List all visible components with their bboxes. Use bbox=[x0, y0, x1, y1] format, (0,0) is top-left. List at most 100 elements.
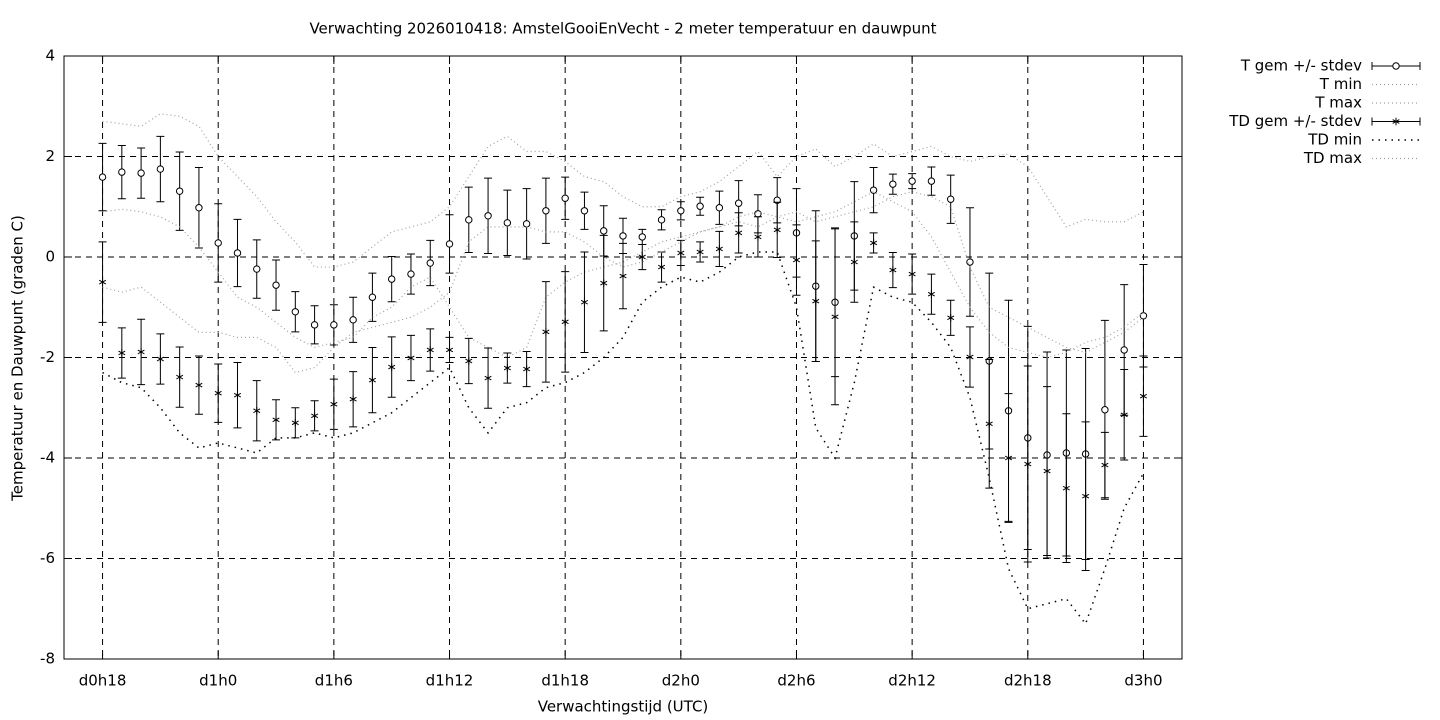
point bbox=[908, 270, 916, 278]
series-line bbox=[102, 191, 1144, 359]
plot-frame bbox=[63, 55, 1183, 660]
point bbox=[349, 395, 357, 404]
legend-label: TD min bbox=[1307, 131, 1362, 149]
point bbox=[175, 187, 184, 195]
point bbox=[311, 411, 319, 420]
point bbox=[754, 210, 762, 218]
point bbox=[1004, 454, 1013, 462]
point bbox=[696, 202, 704, 210]
point bbox=[1139, 312, 1148, 320]
legend-label: T gem +/- stdev bbox=[1240, 57, 1362, 75]
series-line bbox=[102, 190, 1144, 374]
y-tick-label: -4 bbox=[40, 449, 55, 467]
point bbox=[638, 233, 646, 241]
chart-title: Verwachting 2026010418: AmstelGooiEnVech… bbox=[309, 20, 936, 38]
point bbox=[349, 316, 357, 324]
point bbox=[195, 204, 203, 212]
point bbox=[272, 416, 280, 424]
point bbox=[214, 239, 222, 247]
point bbox=[98, 278, 107, 286]
point bbox=[1139, 392, 1147, 400]
x-tick-label: d2h12 bbox=[888, 672, 936, 690]
point bbox=[522, 220, 531, 228]
point bbox=[927, 177, 936, 185]
legend-label: T max bbox=[1314, 94, 1362, 112]
point bbox=[118, 168, 126, 176]
point bbox=[1082, 492, 1090, 500]
point bbox=[850, 258, 858, 266]
point bbox=[619, 272, 627, 280]
point bbox=[484, 212, 492, 220]
point bbox=[947, 314, 955, 322]
point bbox=[735, 229, 743, 237]
y-tick-label: -6 bbox=[40, 549, 55, 567]
y-tick-label: -8 bbox=[40, 650, 55, 668]
point bbox=[407, 270, 415, 278]
x-tick-label: d1h18 bbox=[541, 672, 589, 690]
point bbox=[657, 216, 666, 224]
point bbox=[812, 297, 820, 306]
point bbox=[677, 207, 685, 215]
point bbox=[368, 376, 376, 384]
x-tick-label: d2h6 bbox=[777, 672, 815, 690]
y-tick-label: 4 bbox=[45, 47, 55, 65]
y-tick-label: -2 bbox=[40, 348, 55, 366]
point bbox=[1101, 406, 1109, 414]
point bbox=[310, 321, 319, 329]
point bbox=[831, 312, 839, 321]
point bbox=[465, 216, 473, 224]
point bbox=[792, 256, 801, 264]
point bbox=[484, 374, 492, 382]
point bbox=[233, 391, 242, 399]
point bbox=[734, 199, 743, 207]
point bbox=[253, 406, 261, 415]
x-tick-label: d1h12 bbox=[426, 672, 474, 690]
y-tick-label: 0 bbox=[45, 248, 55, 266]
point bbox=[773, 226, 781, 234]
point bbox=[1062, 484, 1070, 492]
point bbox=[445, 240, 454, 248]
point bbox=[1024, 460, 1032, 468]
point bbox=[657, 263, 666, 271]
point bbox=[176, 373, 184, 381]
point bbox=[542, 207, 550, 215]
point bbox=[580, 207, 589, 215]
point bbox=[889, 180, 897, 188]
point bbox=[503, 219, 512, 227]
point bbox=[253, 265, 261, 273]
point bbox=[927, 290, 935, 298]
point bbox=[638, 253, 646, 261]
point bbox=[908, 177, 916, 185]
point bbox=[715, 204, 724, 212]
point bbox=[754, 233, 762, 241]
legend-label: T min bbox=[1319, 75, 1362, 93]
point bbox=[465, 357, 473, 365]
point bbox=[98, 173, 107, 181]
legend-label: TD gem +/- stdev bbox=[1228, 112, 1362, 130]
legend-marker bbox=[1392, 62, 1400, 70]
point bbox=[580, 298, 589, 307]
point bbox=[561, 194, 569, 202]
point bbox=[426, 259, 434, 267]
point bbox=[330, 400, 338, 409]
point bbox=[1043, 467, 1051, 475]
x-tick-label: d0h18 bbox=[79, 672, 127, 690]
point bbox=[291, 308, 300, 316]
point bbox=[214, 389, 222, 397]
point bbox=[966, 258, 974, 266]
point bbox=[407, 354, 415, 362]
point bbox=[869, 186, 878, 194]
point bbox=[388, 363, 396, 371]
point bbox=[272, 281, 280, 289]
x-tick-label: d2h18 bbox=[1004, 672, 1052, 690]
point bbox=[715, 245, 723, 253]
point bbox=[985, 420, 993, 428]
point bbox=[561, 318, 569, 326]
point bbox=[523, 365, 531, 373]
point bbox=[387, 275, 396, 283]
point bbox=[156, 355, 164, 363]
x-tick-label: d1h0 bbox=[199, 672, 237, 690]
